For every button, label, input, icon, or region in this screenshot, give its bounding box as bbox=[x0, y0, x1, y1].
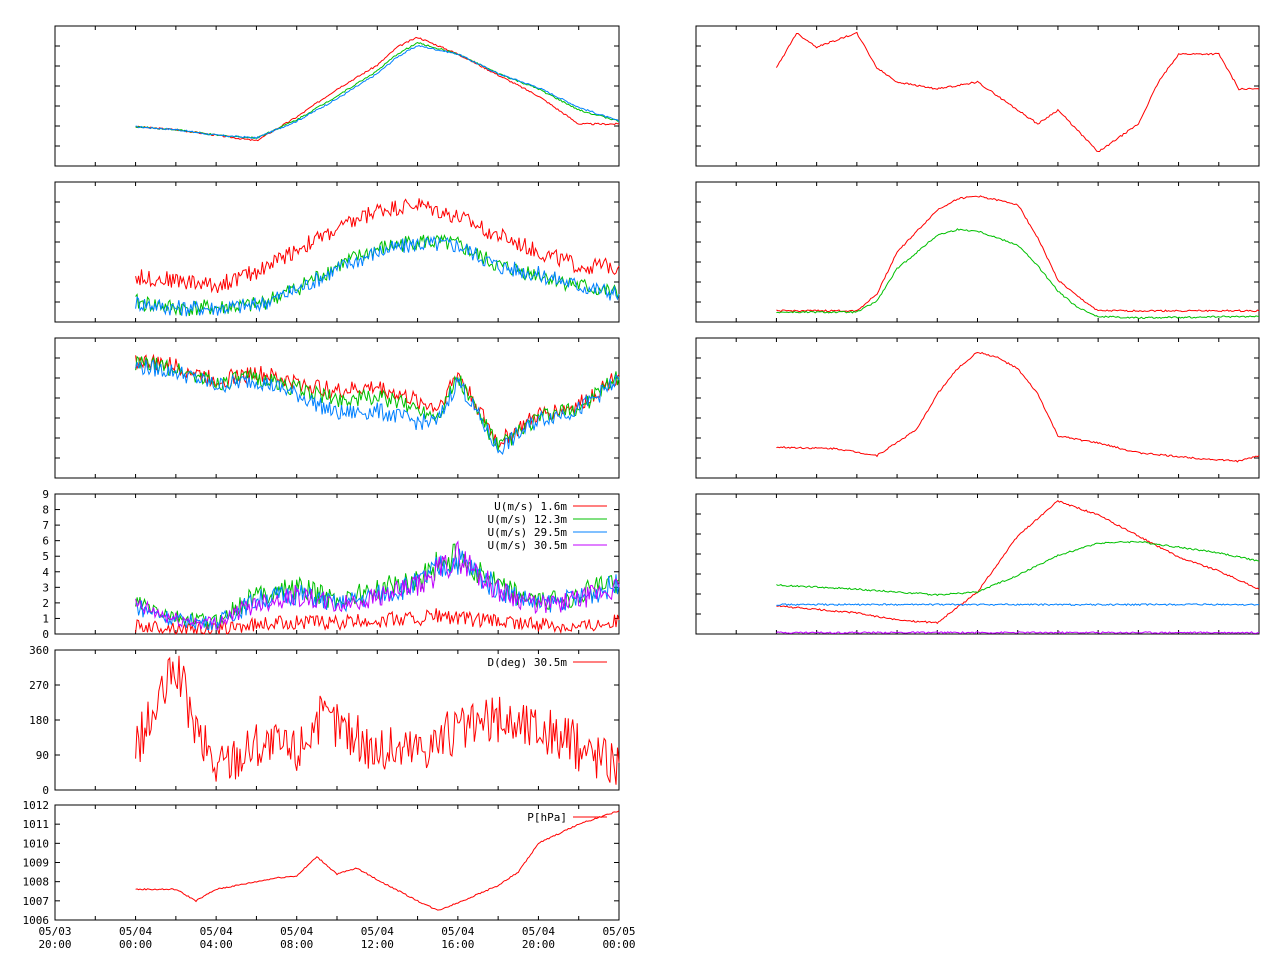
x-tick-label-date: 05/04 bbox=[280, 925, 313, 938]
y-tick-label: 180 bbox=[29, 714, 49, 727]
y-tick-label: 1006 bbox=[23, 914, 50, 927]
series-line-humidity_profile-1 bbox=[135, 233, 620, 317]
x-tick-label-date: 05/04 bbox=[441, 925, 474, 938]
series-line-right_step-0 bbox=[775, 31, 1260, 152]
y-tick-label: 8 bbox=[42, 504, 49, 517]
y-tick-label: 1012 bbox=[23, 799, 50, 812]
y-tick-label: 270 bbox=[29, 679, 49, 692]
x-tick-label-date: 05/04 bbox=[119, 925, 152, 938]
x-tick-label-time: 12:00 bbox=[361, 938, 394, 951]
x-tick-label-time: 16:00 bbox=[441, 938, 474, 951]
y-tick-label: 1 bbox=[42, 612, 49, 625]
y-tick-label: 1010 bbox=[23, 837, 50, 850]
y-tick-label: 0 bbox=[42, 784, 49, 797]
series-line-wind_var_profile-1 bbox=[135, 355, 620, 451]
x-tick-label-date: 05/03 bbox=[38, 925, 71, 938]
series-line-wind_dir-0 bbox=[135, 655, 620, 785]
y-tick-label: 360 bbox=[29, 644, 49, 657]
series-line-wind_var_profile-0 bbox=[135, 353, 620, 449]
legend-label: D(deg) 30.5m bbox=[488, 656, 568, 669]
series-line-pressure-0 bbox=[135, 810, 620, 911]
series-line-humidity_profile-2 bbox=[135, 235, 620, 317]
y-tick-label: 4 bbox=[42, 566, 49, 579]
x-tick-label-time: 04:00 bbox=[200, 938, 233, 951]
series-line-wind_speed-1 bbox=[135, 543, 620, 630]
y-tick-label: 1008 bbox=[23, 876, 50, 889]
x-tick-label-time: 20:00 bbox=[38, 938, 71, 951]
x-tick-label-time: 20:00 bbox=[522, 938, 555, 951]
plot-frame-wind_dir bbox=[54, 649, 620, 791]
y-tick-label: 3 bbox=[42, 581, 49, 594]
y-tick-label: 7 bbox=[42, 519, 49, 532]
x-tick-label-date: 05/04 bbox=[361, 925, 394, 938]
plot-frame-right_radiation bbox=[695, 181, 1260, 323]
y-tick-label: 2 bbox=[42, 597, 49, 610]
x-tick-label-time: 00:00 bbox=[119, 938, 152, 951]
x-tick-label-time: 00:00 bbox=[602, 938, 635, 951]
series-line-temp_profile-2 bbox=[135, 45, 620, 140]
legend-label: U(m/s) 12.3m bbox=[488, 513, 568, 526]
y-tick-label: 5 bbox=[42, 550, 49, 563]
series-line-temp_profile-0 bbox=[135, 36, 620, 142]
y-tick-label: 9 bbox=[42, 488, 49, 501]
x-tick-label-date: 05/04 bbox=[200, 925, 233, 938]
y-tick-label: 90 bbox=[36, 749, 49, 762]
plot-frame-right_profiles bbox=[695, 493, 1260, 635]
y-tick-label: 1009 bbox=[23, 857, 50, 870]
series-line-right_radiation-1 bbox=[776, 228, 1260, 320]
plot-frame-right_step bbox=[695, 25, 1260, 167]
series-line-wind_speed-3 bbox=[135, 540, 620, 631]
series-line-wind_var_profile-2 bbox=[135, 359, 620, 456]
legend-label: U(m/s) 29.5m bbox=[488, 526, 568, 539]
legend-label: U(m/s) 1.6m bbox=[494, 500, 567, 513]
y-tick-label: 1011 bbox=[23, 818, 50, 831]
series-line-right_radiation-0 bbox=[776, 195, 1260, 313]
series-line-right_temp_smooth-0 bbox=[776, 351, 1260, 463]
y-tick-label: 6 bbox=[42, 535, 49, 548]
series-line-humidity_profile-0 bbox=[135, 198, 620, 294]
x-tick-label-time: 08:00 bbox=[280, 938, 313, 951]
legend-label: P[hPa] bbox=[527, 811, 567, 824]
series-line-right_profiles-3 bbox=[776, 631, 1260, 635]
y-tick-label: 0 bbox=[42, 628, 49, 641]
x-tick-label-date: 05/04 bbox=[522, 925, 555, 938]
x-tick-label-date: 05/05 bbox=[602, 925, 635, 938]
series-line-right_profiles-2 bbox=[776, 603, 1259, 607]
y-tick-label: 1007 bbox=[23, 895, 50, 908]
series-line-right_profiles-0 bbox=[776, 500, 1260, 625]
legend-label: U(m/s) 30.5m bbox=[488, 539, 568, 552]
series-line-temp_profile-1 bbox=[135, 42, 620, 139]
series-line-right_profiles-1 bbox=[776, 540, 1260, 597]
